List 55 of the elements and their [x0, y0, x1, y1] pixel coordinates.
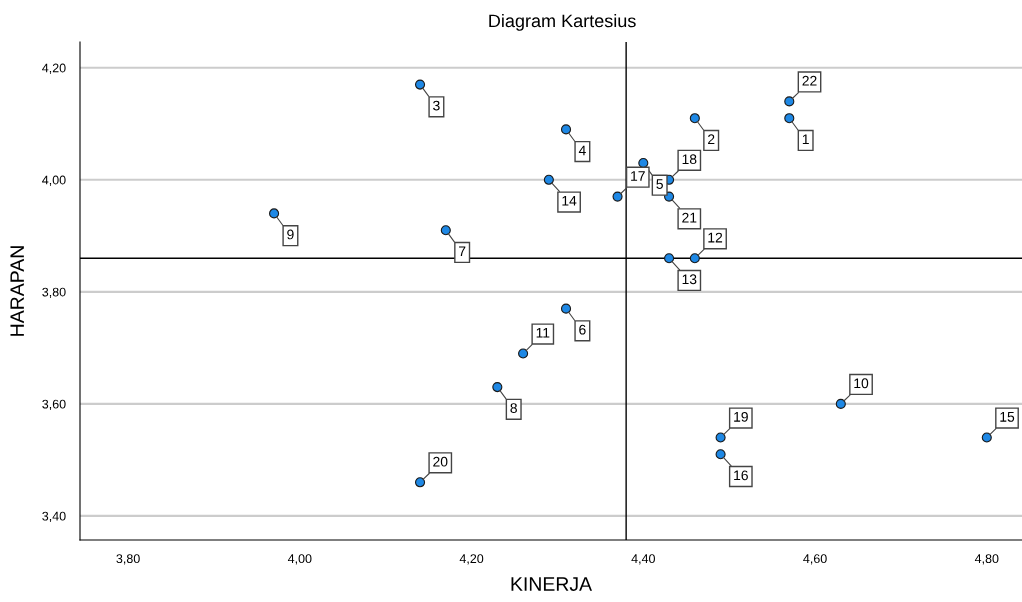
x-tick-label: 4,00 — [287, 554, 312, 565]
annotation: 5 — [656, 179, 663, 189]
x-tick-label: 4,80 — [974, 554, 999, 565]
point — [440, 225, 451, 236]
point — [612, 191, 623, 202]
point — [715, 449, 726, 460]
y-tick-label: 4,20 — [42, 63, 66, 74]
annotation: 2 — [708, 134, 715, 144]
point — [981, 432, 992, 443]
point — [784, 96, 795, 107]
annotation: 20 — [433, 456, 448, 467]
point — [689, 253, 700, 264]
point — [689, 113, 700, 124]
annotation: 18 — [682, 154, 697, 165]
y-tick-label: 3,80 — [42, 287, 66, 298]
annotation: 17 — [631, 171, 645, 181]
annotation: 7 — [459, 246, 466, 257]
point — [414, 477, 426, 488]
annotation: 9 — [287, 229, 294, 240]
point — [492, 382, 503, 393]
annotation: 1 — [802, 134, 809, 144]
annotation: 16 — [734, 470, 748, 481]
annotation: 3 — [433, 100, 440, 111]
annotation: 12 — [708, 232, 723, 243]
y-axis-title: HARAPAN — [10, 246, 24, 336]
annotation: 4 — [578, 145, 586, 156]
point — [560, 303, 572, 314]
point — [414, 79, 426, 90]
annotation: 22 — [802, 75, 817, 86]
x-tick-label: 4,20 — [459, 554, 484, 565]
annotation: 6 — [579, 324, 586, 335]
point — [560, 124, 572, 135]
annotation: 8 — [510, 403, 517, 414]
point — [518, 348, 529, 359]
annotation: 10 — [854, 378, 869, 389]
x-tick-label: 4,60 — [803, 554, 827, 565]
point — [784, 113, 795, 124]
y-tick-label: 3,40 — [42, 511, 66, 523]
y-tick-label: 3,60 — [42, 399, 66, 411]
x-tick-label: 3,80 — [116, 554, 140, 565]
point — [715, 432, 726, 443]
point — [664, 253, 675, 264]
annotation: 13 — [682, 274, 697, 285]
annotation: 11 — [536, 328, 550, 338]
x-tick-label: 4,40 — [631, 554, 655, 565]
x-axis-title: KINERJA — [511, 577, 593, 591]
annotation: 19 — [734, 411, 748, 422]
point — [269, 208, 280, 219]
annotation: 14 — [562, 196, 577, 206]
annotation: 15 — [1000, 412, 1015, 422]
annotation: 21 — [682, 212, 697, 223]
point — [835, 398, 846, 409]
y-tick-label: 4,00 — [42, 175, 66, 186]
chart-title: Diagram Kartesius — [489, 14, 636, 31]
point — [543, 174, 554, 185]
